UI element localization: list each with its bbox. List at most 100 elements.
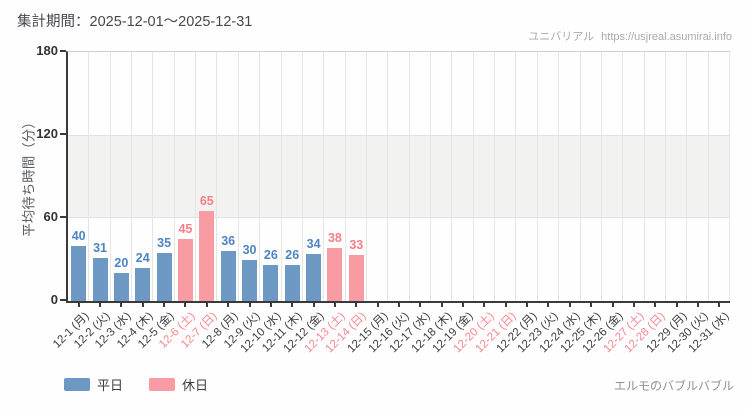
x-tick — [419, 302, 422, 307]
x-tick — [504, 302, 507, 307]
y-tick — [60, 299, 66, 301]
legend-label-weekday: 平日 — [97, 378, 124, 393]
bar-weekday — [156, 252, 172, 301]
plot-area: 40 31 20 24 35 45 65 36 30 26 26 34 38 33 — [66, 51, 730, 303]
x-tick — [547, 302, 550, 307]
x-tick — [355, 302, 358, 307]
grid-cell — [68, 52, 90, 301]
grid-cell — [645, 52, 666, 301]
report-period-title: 集計期間：2025-12-01～2025-12-31 — [17, 14, 253, 30]
y-tick-label: 0 — [50, 292, 58, 307]
grid-cell — [175, 52, 197, 301]
x-tick — [205, 302, 208, 307]
legend-item-weekday[interactable]: 平日 — [64, 375, 123, 394]
y-tick-label: 120 — [36, 126, 58, 141]
x-tick — [611, 302, 614, 307]
grid-cell — [239, 52, 261, 301]
grid-cell — [559, 52, 581, 301]
x-tick — [483, 302, 486, 307]
bar-weekday — [135, 267, 151, 301]
x-tick — [141, 302, 144, 307]
x-tick — [376, 302, 379, 307]
watermark-url: https://usjreal.asumirai.info — [601, 31, 732, 43]
grid-cell — [367, 52, 389, 301]
bar-value-label: 65 — [199, 194, 214, 209]
grid-cell — [666, 52, 688, 301]
bar-holiday — [177, 238, 193, 301]
legend: 平日 休日 — [64, 375, 208, 394]
bar-weekday — [284, 265, 300, 301]
x-tick — [696, 302, 699, 307]
x-tick — [77, 302, 80, 307]
bar-value-label: 40 — [71, 228, 86, 243]
bar-value-label: 36 — [221, 234, 236, 249]
bar-holiday — [327, 248, 343, 301]
grid-cell — [132, 52, 154, 301]
legend-label-holiday: 休日 — [182, 378, 209, 393]
y-tick-label: 180 — [36, 43, 58, 58]
x-tick — [632, 302, 635, 307]
y-tick — [60, 50, 66, 52]
grid-cell — [516, 52, 538, 301]
bar-value-label: 24 — [135, 250, 150, 265]
grid-cell — [324, 52, 346, 301]
x-tick — [526, 302, 529, 307]
bar-weekday — [71, 245, 87, 301]
x-tick — [120, 302, 123, 307]
grid-cell — [538, 52, 560, 301]
x-tick — [440, 302, 443, 307]
grid-cell — [388, 52, 410, 301]
x-tick — [590, 302, 593, 307]
bar-weekday — [92, 258, 108, 301]
grid-cell — [196, 52, 218, 301]
bar-value-label: 45 — [178, 221, 193, 236]
y-axis-title: 平均待ち時間（分） — [21, 115, 37, 237]
bar-value-label: 31 — [93, 241, 107, 256]
grid-cell — [346, 52, 367, 301]
bar-value-label: 33 — [349, 238, 364, 253]
x-tick — [227, 302, 230, 307]
grid-cell — [623, 52, 645, 301]
grid-cell — [260, 52, 282, 301]
x-tick — [462, 302, 465, 307]
y-tick — [60, 133, 66, 135]
legend-swatch-holiday — [149, 378, 176, 391]
y-tick-label: 60 — [43, 209, 58, 224]
grid-cell — [474, 52, 496, 301]
x-tick — [718, 302, 721, 307]
grid-cell — [431, 52, 453, 301]
grid-band-60-120 — [68, 135, 730, 218]
x-tick — [398, 302, 400, 307]
grid-cell — [581, 52, 602, 301]
attraction-name: エルモのバブルバブル — [613, 379, 734, 393]
x-tick — [568, 302, 571, 307]
x-tick — [675, 302, 678, 307]
bar-weekday — [220, 251, 236, 301]
bar-holiday — [348, 255, 364, 301]
grid-cell — [709, 52, 730, 301]
x-tick — [333, 302, 336, 307]
grid-cell — [452, 52, 474, 301]
legend-swatch-weekday — [64, 378, 90, 391]
x-tick — [312, 302, 315, 307]
bar-value-label: 30 — [242, 242, 257, 257]
bar-value-label: 26 — [285, 248, 300, 263]
bar-value-label: 20 — [114, 256, 129, 271]
grid-cell — [303, 52, 325, 301]
y-tick — [60, 216, 66, 218]
grid-cell — [495, 52, 517, 301]
x-tick — [163, 302, 166, 307]
bar-holiday — [199, 211, 215, 301]
x-tick — [248, 302, 251, 307]
bar-value-label: 38 — [327, 231, 342, 246]
watermark-site-name: ユニバリアル — [528, 31, 595, 43]
grid-cell — [687, 52, 709, 301]
bar-weekday — [263, 265, 279, 301]
watermark: ユニバリアル https://usjreal.asumirai.info — [528, 28, 732, 44]
bar-value-label: 35 — [157, 235, 172, 250]
bar-value-label: 26 — [263, 248, 278, 263]
grid-cell — [282, 52, 303, 301]
legend-item-holiday[interactable]: 休日 — [149, 375, 208, 394]
grid-cell — [602, 52, 624, 301]
x-tick — [291, 302, 294, 307]
